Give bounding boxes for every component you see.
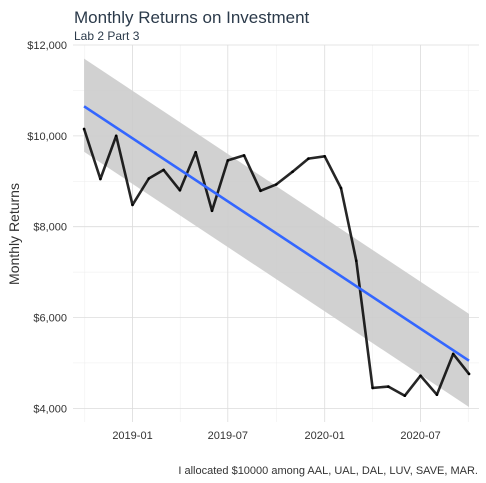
data-point — [178, 189, 182, 192]
data-point — [210, 209, 214, 213]
x-tick-label: 2019-07 — [208, 430, 248, 442]
y-tick-label: $4,000 — [33, 403, 67, 415]
data-point — [114, 134, 118, 138]
y-tick-label: $6,000 — [33, 313, 67, 325]
x-tick-label: 2020-01 — [305, 430, 345, 442]
data-point — [82, 127, 86, 131]
x-tick-labels: 2019-01 2019-07 2020-01 2020-07 — [112, 430, 440, 442]
chart-caption: I allocated $10000 among AAL, UAL, DAL, … — [178, 465, 478, 477]
y-tick-label: $12,000 — [27, 40, 67, 52]
data-point — [242, 154, 246, 157]
data-point — [147, 177, 151, 180]
series-line-layer — [82, 127, 471, 398]
x-tick-label: 2019-01 — [112, 430, 152, 442]
y-tick-label: $10,000 — [27, 131, 67, 143]
data-point — [371, 386, 374, 390]
plot-panel — [73, 44, 479, 422]
data-point — [307, 157, 310, 160]
data-point — [275, 183, 278, 186]
trend-line-layer — [83, 105, 470, 362]
data-point — [226, 159, 230, 162]
chart-title: Monthly Returns on Investment — [74, 8, 310, 27]
data-point — [451, 352, 455, 356]
y-tick-label: $8,000 — [33, 222, 67, 234]
data-point — [131, 203, 134, 207]
trend-line — [83, 105, 470, 362]
data-point — [323, 155, 327, 158]
data-point — [339, 186, 343, 190]
data-point — [403, 394, 407, 398]
data-point — [291, 170, 294, 173]
data-point — [194, 150, 197, 154]
data-point — [387, 385, 390, 388]
chart-subtitle: Lab 2 Part 3 — [74, 29, 140, 43]
x-tick-label: 2020-07 — [400, 430, 440, 442]
y-tick-labels: $4,000 $6,000 $8,000 $10,000 $12,000 — [27, 40, 67, 415]
y-axis-title: Monthly Returns — [6, 183, 22, 285]
data-point — [435, 393, 439, 397]
data-point — [467, 372, 471, 376]
data-point — [162, 168, 165, 172]
data-point — [99, 177, 102, 181]
data-point — [419, 374, 422, 378]
data-point — [259, 189, 262, 193]
data-point — [355, 259, 358, 263]
